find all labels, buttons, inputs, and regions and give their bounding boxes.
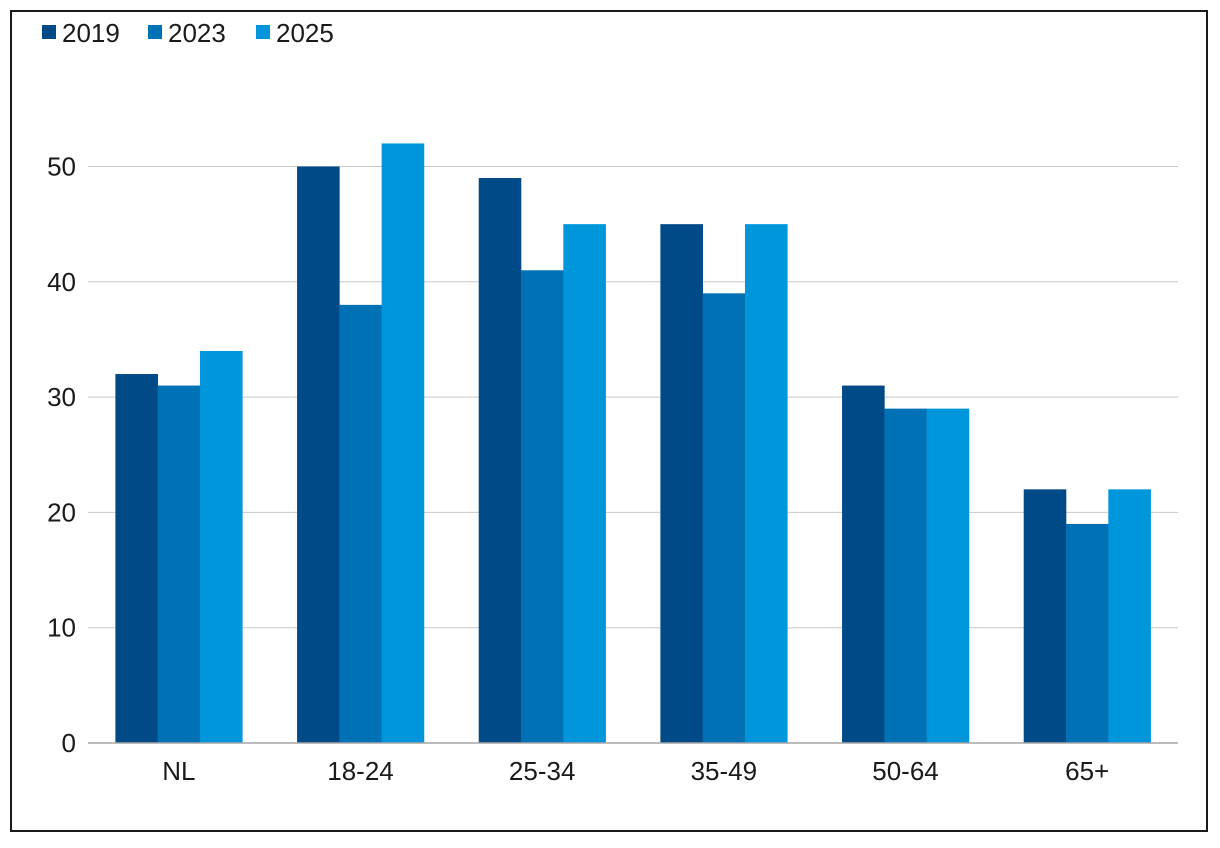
legend-label-2025: 2025 — [276, 18, 334, 48]
bar-2025-NL — [199, 350, 243, 743]
y-tick-label: 50 — [47, 152, 76, 182]
bar-2025-65+ — [1108, 489, 1151, 743]
bar-2023-25-34 — [521, 270, 564, 743]
y-tick-label: 0 — [62, 728, 76, 758]
bar-2023-18-24 — [339, 304, 382, 743]
bar-2023-65+ — [1066, 523, 1109, 743]
x-tick-label: 50-64 — [872, 756, 939, 786]
y-tick-label: 10 — [47, 613, 76, 643]
bar-2023-50-64 — [884, 408, 927, 743]
bar-2025-25-34 — [563, 224, 606, 743]
legend: 2019 2023 2025 — [42, 18, 334, 48]
bar-2019-35-49 — [660, 224, 703, 743]
bar-2019-18-24 — [297, 166, 340, 743]
legend-swatch-2023 — [148, 25, 162, 39]
x-tick-label: 35-49 — [691, 756, 758, 786]
bar-2019-65+ — [1023, 489, 1067, 743]
bars — [115, 143, 1151, 743]
y-tick-label: 20 — [47, 497, 76, 527]
x-tick-label: 25-34 — [509, 756, 576, 786]
bar-2019-25-34 — [478, 178, 522, 743]
legend-swatch-2019 — [42, 25, 56, 39]
bar-2025-50-64 — [926, 408, 970, 743]
bar-2023-35-49 — [702, 293, 746, 743]
y-axis-tick-labels: 0 10 20 30 40 50 — [47, 152, 76, 759]
x-tick-label: 18-24 — [327, 756, 394, 786]
x-axis-tick-labels: NL 18-24 25-34 35-49 50-64 65+ — [162, 756, 1109, 786]
legend-label-2019: 2019 — [62, 18, 120, 48]
legend-label-2023: 2023 — [168, 18, 226, 48]
x-tick-label: 65+ — [1065, 756, 1109, 786]
y-tick-label: 30 — [47, 382, 76, 412]
bar-2019-NL — [115, 374, 158, 743]
bar-2023-NL — [157, 385, 201, 743]
bar-2019-50-64 — [842, 385, 885, 743]
bar-2025-18-24 — [381, 143, 425, 743]
legend-swatch-2025 — [256, 25, 270, 39]
x-tick-label: NL — [162, 756, 195, 786]
bar-2025-35-49 — [744, 224, 788, 743]
y-tick-label: 40 — [47, 267, 76, 297]
gridlines — [88, 166, 1178, 629]
